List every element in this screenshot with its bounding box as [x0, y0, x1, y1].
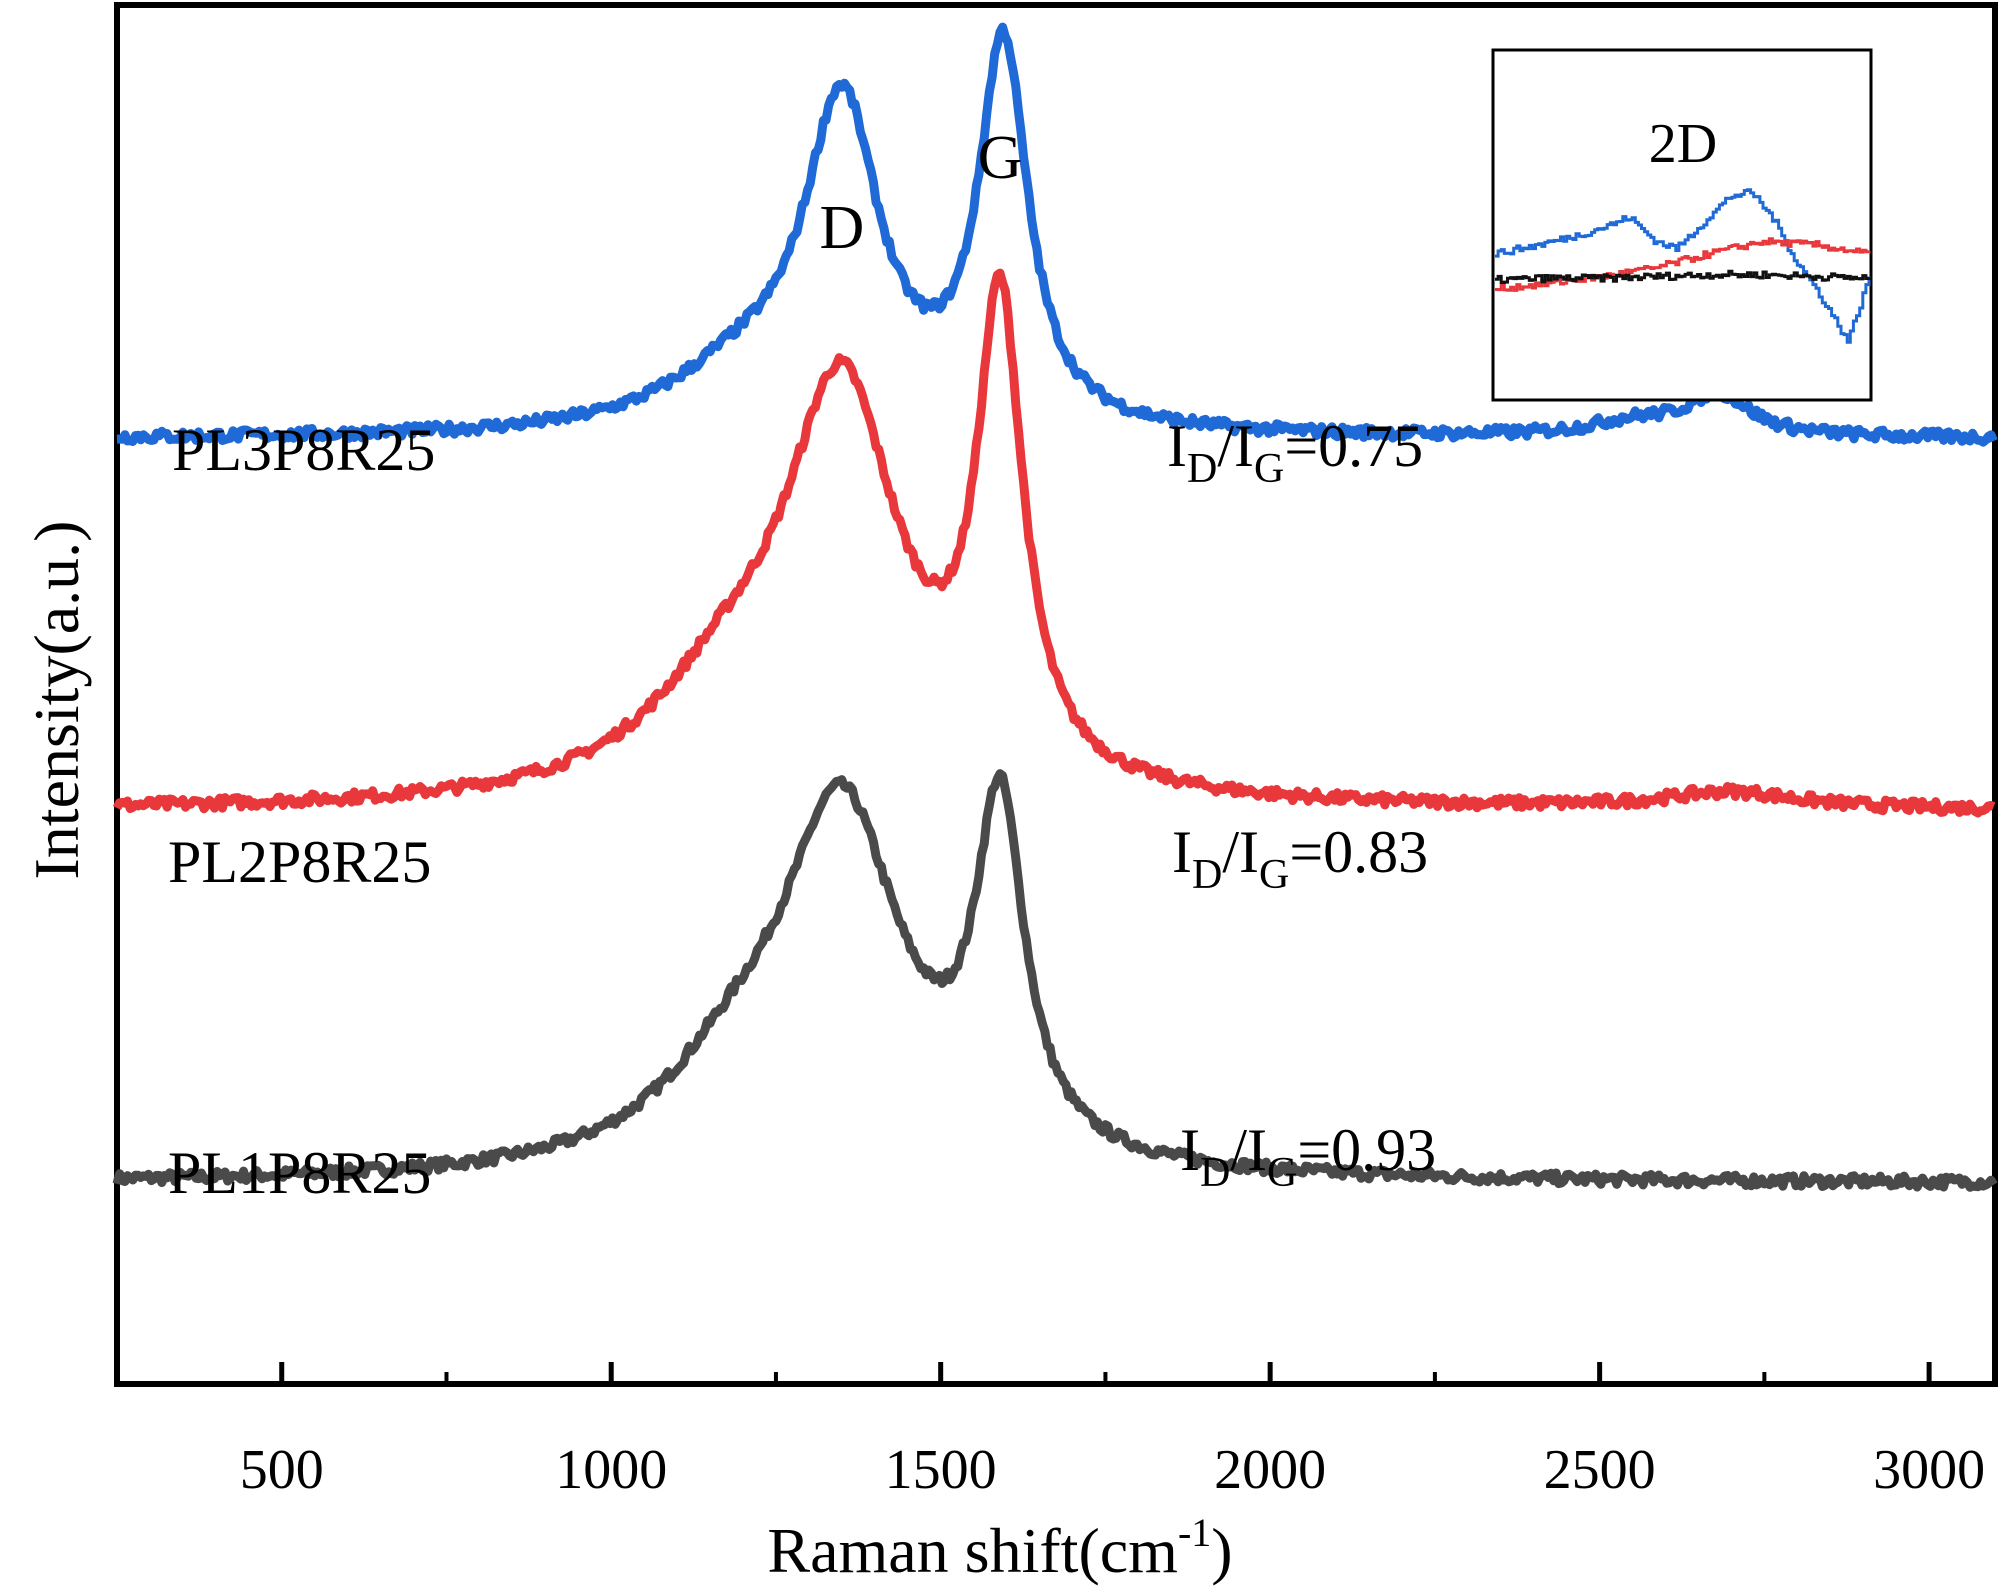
ratio-label-pl3p8r25: ID/IG=0.75	[1167, 413, 1423, 492]
x-tick-label: 2000	[1214, 1439, 1326, 1501]
x-axis-title-suffix: )	[1211, 1515, 1232, 1586]
series-group	[112, 22, 1998, 1192]
series-labels: PL1P8R25 ID/IG=0.93 PL2P8R25 ID/IG=0.83 PL3P…	[168, 413, 1436, 1206]
y-axis-title: Intensity(a.u.)	[21, 521, 92, 880]
x-tick-label: 2500	[1544, 1439, 1656, 1501]
inset-2d: 2D	[1491, 48, 1873, 402]
x-axis-title: Raman shift(cm-1)	[767, 1510, 1232, 1586]
series-name-pl3p8r25: PL3P8R25	[172, 417, 435, 483]
inset-frame	[1491, 48, 1873, 402]
ratio-label-pl1p8r25: ID/IG=0.93	[1180, 1117, 1436, 1196]
series-line-pl3p8r25	[115, 22, 1998, 447]
plot-frame	[114, 2, 1998, 1387]
series-line-pl1p8r25	[112, 769, 1998, 1192]
x-tick-label: 3000	[1873, 1439, 1985, 1501]
series-line-pl2p8r25	[112, 268, 1996, 818]
x-tick-label: 1000	[555, 1439, 667, 1501]
x-axis-title-sup: -1	[1178, 1510, 1211, 1555]
series-name-pl2p8r25: PL2P8R25	[168, 829, 431, 895]
inset-title: 2D	[1649, 113, 1717, 175]
peak-label-g: G	[978, 124, 1023, 192]
ratio-label-pl2p8r25: ID/IG=0.83	[1172, 819, 1428, 898]
peak-labels: DG	[819, 124, 1022, 262]
x-axis-ticks	[279, 1362, 1932, 1384]
inset-line-pl1p8r25	[1495, 269, 1871, 284]
x-tick-label: 1500	[885, 1439, 997, 1501]
x-tick-label: 500	[240, 1439, 324, 1501]
x-axis-tick-labels: 500 1000 1500 2000 2500 3000	[240, 1439, 1985, 1501]
x-axis-title-main: Raman shift(cm	[767, 1515, 1178, 1586]
series-name-pl1p8r25: PL1P8R25	[168, 1140, 431, 1206]
inset-lines	[1495, 188, 1871, 344]
peak-label-d: D	[819, 194, 864, 262]
